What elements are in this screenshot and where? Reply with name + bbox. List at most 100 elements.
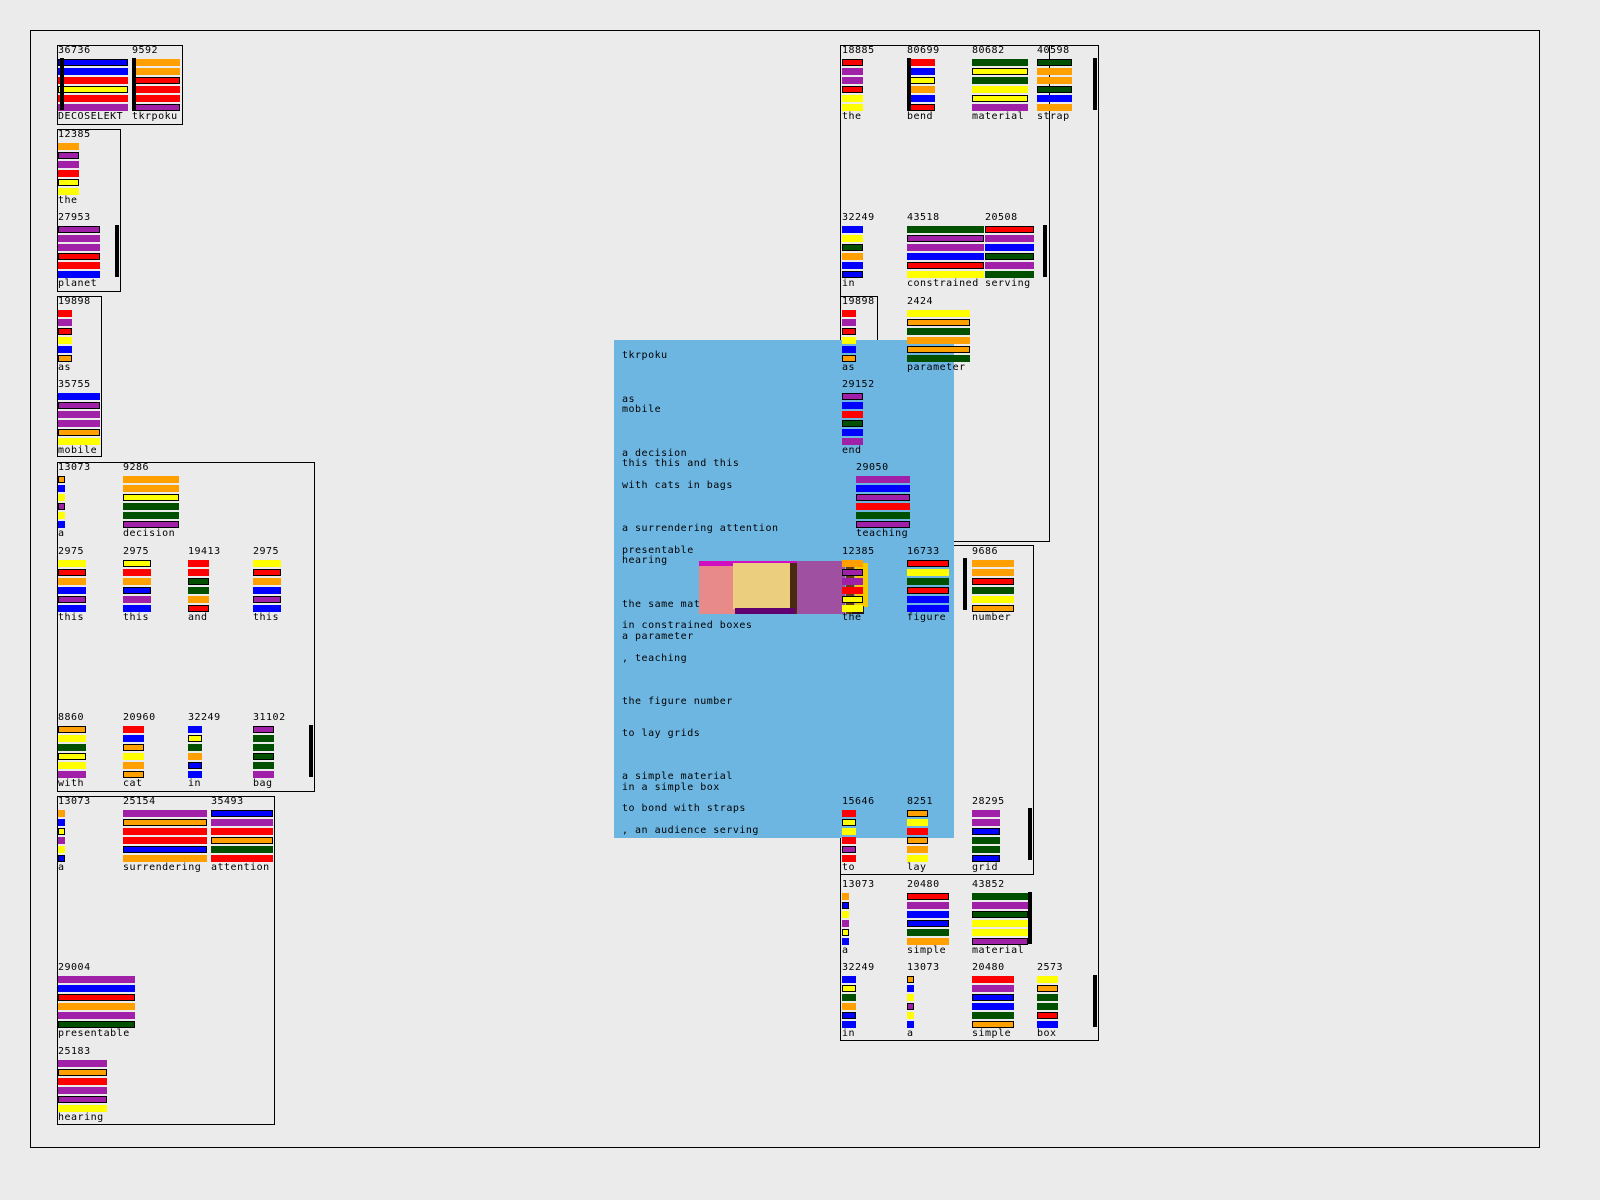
glyph-bar <box>58 985 135 992</box>
glyph-bar <box>842 438 863 445</box>
glyph-bar <box>907 1021 914 1028</box>
glyph-bar <box>842 1003 856 1010</box>
glyph-bar <box>972 95 1028 102</box>
glyph-bar <box>123 503 179 510</box>
glyph-count: 2424 <box>907 296 934 307</box>
glyph-bar <box>58 1078 107 1085</box>
glyph-bar <box>132 77 180 84</box>
poem-line: to lay grids <box>622 728 701 739</box>
glyph-bar <box>58 521 65 528</box>
glyph-bar <box>842 420 863 427</box>
glyph-bar <box>123 512 179 519</box>
glyph-label: a <box>842 945 849 956</box>
glyph-bar <box>972 1021 1014 1028</box>
glyph-bar <box>58 837 65 844</box>
glyph-label: tkrpoku <box>132 111 178 122</box>
glyph-count: 2975 <box>253 546 280 557</box>
glyph-bar <box>58 77 128 84</box>
glyph-bar <box>907 86 935 93</box>
glyph-bar <box>972 77 1028 84</box>
glyph-bar <box>842 855 856 862</box>
glyph-bar <box>842 938 849 945</box>
poem-line: a parameter <box>622 631 694 642</box>
glyph-bar <box>58 179 79 186</box>
glyph-label: attention <box>211 862 270 873</box>
glyph-bar <box>842 911 849 918</box>
glyph-bar <box>58 476 65 483</box>
glyph-bar <box>58 393 100 400</box>
glyph-bar <box>58 402 100 409</box>
glyph-bar <box>58 828 65 835</box>
glyph-count: 13073 <box>58 462 91 473</box>
glyph-bar <box>58 104 128 111</box>
glyph-bar <box>907 938 949 945</box>
glyph-bar <box>58 429 100 436</box>
glyph-bar <box>123 569 151 576</box>
glyph-bar <box>907 819 928 826</box>
glyph-bar <box>972 569 1014 576</box>
glyph-bar <box>907 271 984 278</box>
glyph-bar <box>972 587 1014 594</box>
glyph-bar <box>842 810 856 817</box>
glyph-label: in <box>842 1028 856 1039</box>
glyph-bar <box>58 143 79 150</box>
glyph-bar <box>58 438 100 445</box>
glyph-bar <box>972 810 1000 817</box>
glyph-label: and <box>188 612 208 623</box>
glyph-bar <box>842 976 856 983</box>
glyph-count: 12385 <box>842 546 875 557</box>
glyph-count: 2975 <box>58 546 85 557</box>
glyph-bar <box>907 253 984 260</box>
collage-block <box>733 563 791 609</box>
glyph-bar <box>1037 95 1072 102</box>
glyph-bar <box>188 596 209 603</box>
glyph-bar <box>842 68 863 75</box>
glyph-bar <box>972 828 1000 835</box>
glyph-bar <box>58 587 86 594</box>
glyph-count: 32249 <box>842 212 875 223</box>
glyph-bar <box>842 920 849 927</box>
glyph-count: 35755 <box>58 379 91 390</box>
glyph-bar <box>842 994 856 1001</box>
glyph-bar <box>123 605 151 612</box>
glyph-bar <box>123 744 144 751</box>
glyph-bar <box>58 1003 135 1010</box>
glyph-bar <box>856 503 910 510</box>
glyph-label: simple <box>972 1028 1012 1039</box>
glyph-bar <box>58 188 79 195</box>
glyph-bar <box>58 485 65 492</box>
glyph-bar <box>58 411 100 418</box>
glyph-bar <box>907 920 949 927</box>
glyph-bar <box>123 828 207 835</box>
glyph-bar <box>972 1003 1014 1010</box>
glyph-bar <box>972 985 1014 992</box>
glyph-frame <box>57 129 121 292</box>
glyph-bar <box>842 1012 856 1019</box>
glyph-label: planet <box>58 278 98 289</box>
glyph-bar <box>58 310 72 317</box>
poem-line: presentable <box>622 545 694 556</box>
glyph-count: 20960 <box>123 712 156 723</box>
glyph-bar <box>58 578 86 585</box>
marker-bar <box>963 558 967 610</box>
glyph-bar <box>58 1060 107 1067</box>
glyph-count: 35493 <box>211 796 244 807</box>
glyph-count: 9286 <box>123 462 150 473</box>
glyph-label: the <box>842 612 862 623</box>
glyph-bar <box>123 846 207 853</box>
glyph-bar <box>58 271 100 278</box>
glyph-count: 12385 <box>58 129 91 140</box>
glyph-bar <box>907 893 949 900</box>
glyph-bar <box>842 605 863 612</box>
collage-block <box>797 561 845 614</box>
glyph-bar <box>907 337 970 344</box>
glyph-bar <box>842 262 863 269</box>
glyph-bar <box>907 262 984 269</box>
glyph-count: 15646 <box>842 796 875 807</box>
glyph-bar <box>58 235 100 242</box>
glyph-label: constrained <box>907 278 979 289</box>
glyph-bar <box>907 68 935 75</box>
glyph-bar <box>907 976 914 983</box>
glyph-bar <box>1037 1003 1058 1010</box>
glyph-bar <box>58 161 79 168</box>
